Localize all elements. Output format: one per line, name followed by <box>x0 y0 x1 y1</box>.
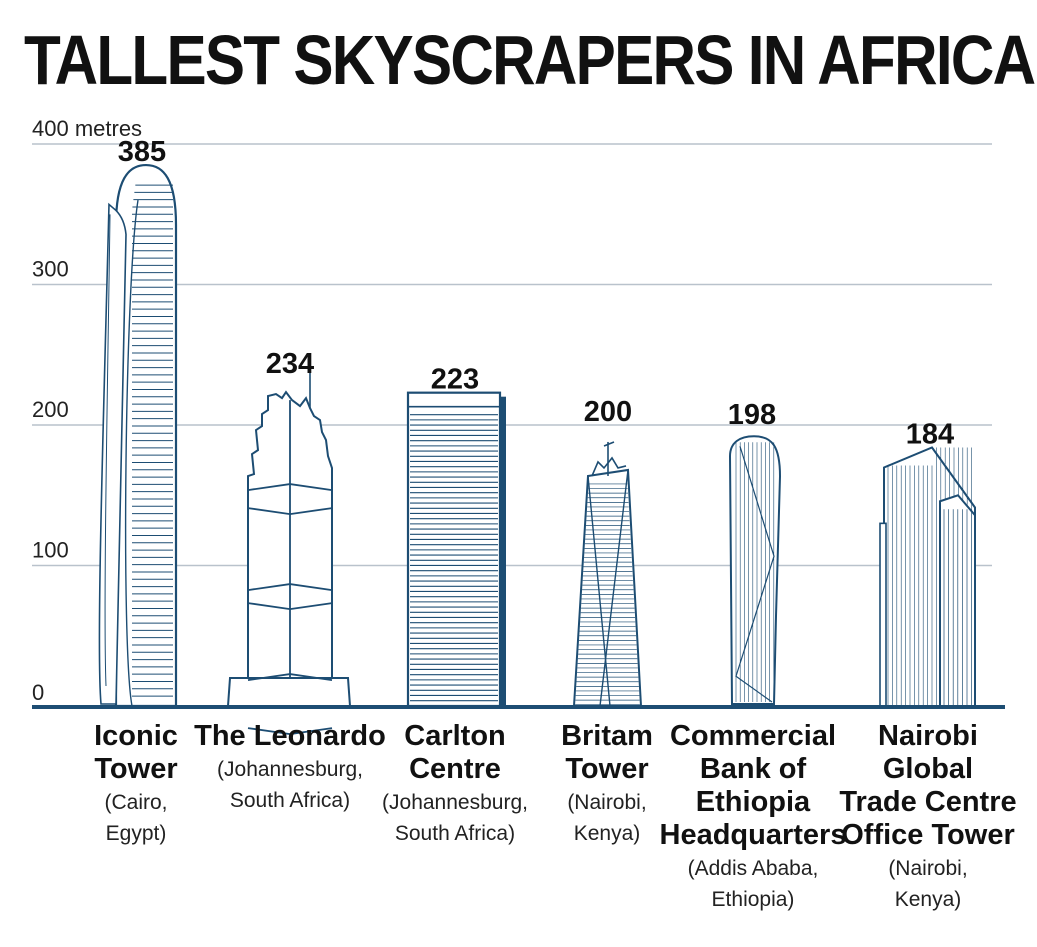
building-location-label: Ethiopia) <box>712 888 795 911</box>
building-name-label: Iconic <box>94 720 178 752</box>
building-location-label: (Johannesburg, <box>217 758 363 781</box>
y-tick-label: 400 metres <box>32 116 142 141</box>
building-britam <box>572 441 643 707</box>
building-name-label: Global <box>883 753 973 785</box>
y-tick-label: 100 <box>32 538 69 563</box>
building-location-label: (Cairo, <box>104 791 167 814</box>
building-location-label: (Johannesburg, <box>382 791 528 814</box>
building-cbe <box>728 435 782 705</box>
value-label: 223 <box>431 364 479 396</box>
building-name-label: Tower <box>94 753 177 785</box>
building-location-label: Kenya) <box>574 822 641 845</box>
building-name-label: Carlton <box>404 720 506 752</box>
y-tick-label: 300 <box>32 257 69 282</box>
building-leonardo <box>226 370 352 735</box>
building-name-label: Ethiopia <box>696 786 811 818</box>
building-location-label: South Africa) <box>395 822 515 845</box>
building-name-label: Britam <box>561 720 653 752</box>
value-label: 385 <box>118 136 166 168</box>
building-location-label: (Addis Ababa, <box>688 857 819 880</box>
chart-title: TALLEST SKYSCRAPERS IN AFRICA <box>24 21 1036 99</box>
building-name-label: The Leonardo <box>194 720 386 752</box>
building-name-label: Office Tower <box>841 819 1015 851</box>
y-tick-label: 0 <box>32 680 44 705</box>
building-name-label: Tower <box>565 753 648 785</box>
value-label: 234 <box>266 348 314 380</box>
building-location-label: (Nairobi, <box>567 791 646 814</box>
value-label: 198 <box>728 399 776 431</box>
building-name-label: Headquarters <box>660 819 847 851</box>
building-iconic <box>98 163 178 708</box>
y-axis-ticks: 0 100 200 300 400 metres <box>32 116 142 705</box>
building-carlton <box>406 391 506 708</box>
building-gtc <box>879 446 976 707</box>
building-location-label: (Nairobi, <box>888 857 967 880</box>
building-location-label: Egypt) <box>106 822 167 845</box>
value-label: 200 <box>584 396 632 428</box>
grid-lines <box>32 143 992 567</box>
building-location-label: South Africa) <box>230 789 350 812</box>
buildings <box>98 163 976 735</box>
building-name-label: Trade Centre <box>839 786 1016 818</box>
y-tick-label: 200 <box>32 397 69 422</box>
building-name-label: Nairobi <box>878 720 978 752</box>
building-location-label: Kenya) <box>895 888 962 911</box>
building-name-label: Bank of <box>700 753 807 785</box>
building-name-label: Centre <box>409 753 501 785</box>
building-name-label: Commercial <box>670 720 836 752</box>
value-label: 184 <box>906 418 954 450</box>
